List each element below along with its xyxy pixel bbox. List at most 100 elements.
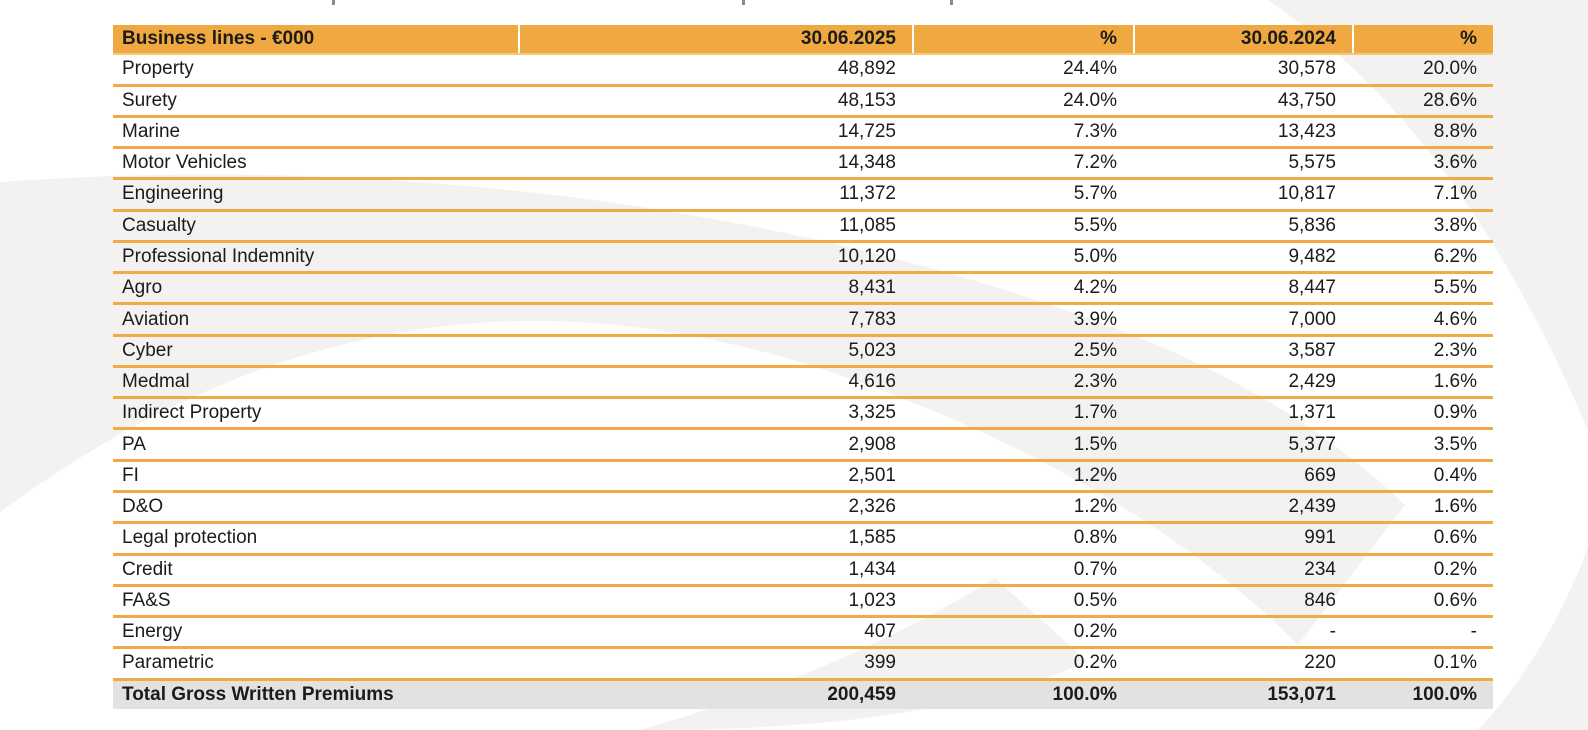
value-cell: 43,750 xyxy=(1277,89,1336,111)
value-cell: 9,482 xyxy=(1288,245,1336,267)
table-row: Property 48,892 24.4% 30,578 20.0% xyxy=(113,55,1493,87)
table-row: FA&S 1,023 0.5% 846 0.6% xyxy=(113,587,1493,619)
value-cell: 7.1% xyxy=(1433,183,1477,205)
table-row: Engineering 11,372 5.7% 10,817 7.1% xyxy=(113,180,1493,212)
business-line-label: Motor Vehicles xyxy=(122,152,247,174)
business-line-label: Marine xyxy=(122,120,181,142)
value-cell: 7,783 xyxy=(848,308,896,330)
value-cell: 8,447 xyxy=(1288,277,1336,299)
table-row: Medmal 4,616 2.3% 2,429 1.6% xyxy=(113,368,1493,400)
business-lines-table: Business lines - €000 30.06.2025% 30.06.20… xyxy=(113,25,1493,709)
value-cell: 2.3% xyxy=(1073,371,1117,393)
value-cell: 0.5% xyxy=(1073,589,1117,611)
value-cell: 3,587 xyxy=(1288,339,1336,361)
column-header: % xyxy=(1352,25,1493,54)
value-cell: 4,616 xyxy=(848,371,896,393)
table-row: PA 2,908 1.5% 5,377 3.5% xyxy=(113,430,1493,462)
value-cell: 200,459 xyxy=(827,683,896,705)
table-row: Surety 48,153 24.0% 43,750 28.6% xyxy=(113,87,1493,118)
value-cell: 10,817 xyxy=(1277,183,1336,205)
value-cell: 7.3% xyxy=(1073,120,1117,142)
value-cell: 2,908 xyxy=(848,433,896,455)
value-cell: 991 xyxy=(1304,527,1336,549)
value-cell: 8,431 xyxy=(848,277,896,299)
value-cell: 7.2% xyxy=(1073,152,1117,174)
business-line-label: Indirect Property xyxy=(122,402,262,424)
value-cell: 48,153 xyxy=(837,89,896,111)
value-cell: 1.2% xyxy=(1073,464,1117,486)
table-row: Cyber 5,023 2.5% 3,587 2.3% xyxy=(113,337,1493,368)
value-cell: 846 xyxy=(1304,589,1336,611)
value-cell: 0.2% xyxy=(1073,621,1117,643)
value-cell: 2,326 xyxy=(848,496,896,518)
value-cell: 2,501 xyxy=(848,464,896,486)
value-cell: 1.2% xyxy=(1073,496,1117,518)
clipped-text-descender xyxy=(332,0,335,5)
value-cell: 14,348 xyxy=(837,152,896,174)
table-row: Parametric 399 0.2% 220 0.1% xyxy=(113,649,1493,681)
business-line-label: Credit xyxy=(122,558,173,580)
value-cell: 2.3% xyxy=(1433,339,1477,361)
table-row: Professional Indemnity 10,120 5.0% 9,482 6.2… xyxy=(113,243,1493,275)
value-cell: 0.6% xyxy=(1433,589,1477,611)
value-cell: 24.4% xyxy=(1063,58,1117,80)
value-cell: 220 xyxy=(1304,652,1336,674)
value-cell: 2,439 xyxy=(1288,496,1336,518)
value-cell: 1,585 xyxy=(848,527,896,549)
value-cell: 5.7% xyxy=(1073,183,1117,205)
value-cell: 4.6% xyxy=(1433,308,1477,330)
value-cell: 1,371 xyxy=(1288,402,1336,424)
value-cell: 669 xyxy=(1304,464,1336,486)
value-cell: 5.5% xyxy=(1073,214,1117,236)
value-cell: 28.6% xyxy=(1423,89,1477,111)
value-cell: 2,429 xyxy=(1288,371,1336,393)
value-cell: 100.0% xyxy=(1412,683,1477,705)
table-row: Marine 14,725 7.3% 13,423 8.8% xyxy=(113,118,1493,150)
value-cell: 1.7% xyxy=(1073,402,1117,424)
table-row: FI 2,501 1.2% 669 0.4% xyxy=(113,462,1493,493)
column-header: 30.06.2025 xyxy=(518,25,912,54)
value-cell: 0.6% xyxy=(1433,527,1477,549)
value-cell: 3.9% xyxy=(1073,308,1117,330)
value-cell: 11,372 xyxy=(839,183,896,205)
table-row: Legal protection 1,585 0.8% 991 0.6% xyxy=(113,524,1493,556)
business-line-label: FI xyxy=(122,464,139,486)
table-row: Credit 1,434 0.7% 234 0.2% xyxy=(113,556,1493,587)
value-cell: 1.6% xyxy=(1433,371,1477,393)
table-row: Energy 407 0.2% - - xyxy=(113,618,1493,650)
value-cell: 14,725 xyxy=(837,120,896,142)
clipped-text-descender xyxy=(950,0,953,5)
business-line-label: Surety xyxy=(122,89,177,111)
value-cell: 0.9% xyxy=(1433,402,1477,424)
value-cell: 1.6% xyxy=(1433,496,1477,518)
value-cell: 399 xyxy=(864,652,896,674)
value-cell: 3,325 xyxy=(848,402,896,424)
business-line-label: Cyber xyxy=(122,339,173,361)
business-line-label: Aviation xyxy=(122,308,190,330)
value-cell: 5,836 xyxy=(1288,214,1336,236)
value-cell: 234 xyxy=(1304,558,1336,580)
value-cell: 5,575 xyxy=(1288,152,1336,174)
business-line-label: Legal protection xyxy=(122,527,258,549)
business-line-label: Medmal xyxy=(122,371,190,393)
value-cell: 11,085 xyxy=(839,214,896,236)
value-cell: 407 xyxy=(864,621,896,643)
value-cell: 6.2% xyxy=(1433,245,1477,267)
business-line-label: Agro xyxy=(122,277,163,299)
value-cell: 5.0% xyxy=(1073,245,1117,267)
value-cell: 0.8% xyxy=(1073,527,1117,549)
value-cell: 1.5% xyxy=(1073,433,1117,455)
business-line-label: FA&S xyxy=(122,589,171,611)
value-cell: 7,000 xyxy=(1288,308,1336,330)
value-cell: 5.5% xyxy=(1433,277,1477,299)
value-cell: 8.8% xyxy=(1433,120,1477,142)
value-cell: 2.5% xyxy=(1073,339,1117,361)
table-row: Motor Vehicles 14,348 7.2% 5,575 3.6% xyxy=(113,149,1493,181)
value-cell: 153,071 xyxy=(1267,683,1336,705)
clipped-text-descender xyxy=(742,0,745,5)
value-cell: 1,023 xyxy=(848,589,896,611)
column-header: 30.06.2024 xyxy=(1133,25,1352,54)
value-cell: 0.7% xyxy=(1073,558,1117,580)
value-cell: 0.1% xyxy=(1433,652,1477,674)
